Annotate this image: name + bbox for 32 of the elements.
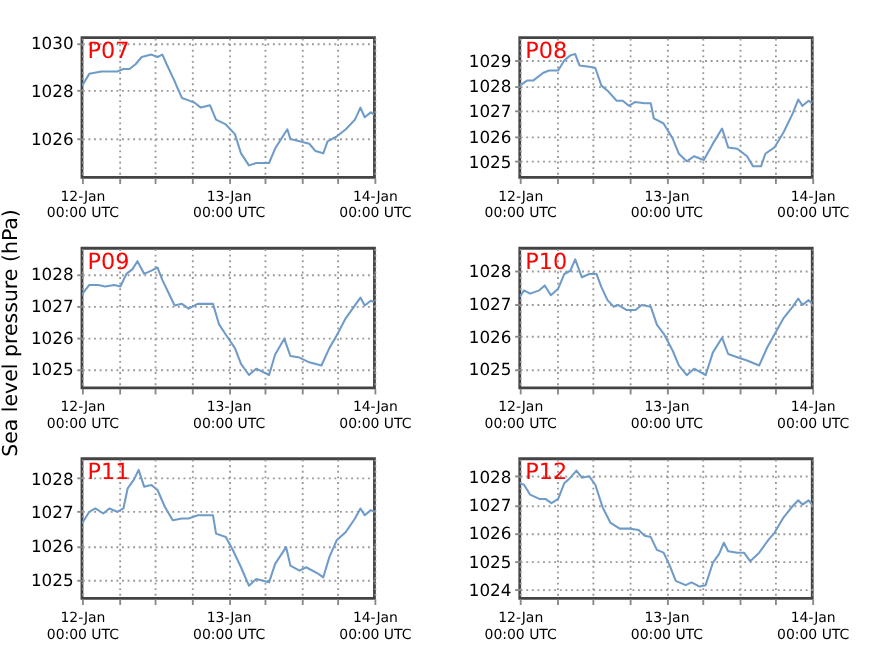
y-tick-label: 1029: [468, 50, 512, 71]
y-tick-label: 1028: [468, 261, 512, 282]
y-axis-title: Sea level pressure (hPa): [0, 209, 23, 457]
y-tick-label: 1027: [30, 502, 74, 523]
y-tick-label: 1025: [468, 359, 512, 380]
chart-title: P11: [87, 459, 130, 486]
y-tick-label: 1028: [30, 81, 74, 102]
chart-title: P09: [87, 248, 130, 275]
y-tick-label: 1025: [468, 151, 512, 172]
y-tick-label: 1025: [30, 359, 74, 380]
y-tick-label: 1027: [30, 295, 74, 316]
y-tick-label: 1028: [468, 76, 512, 97]
chart-title: P10: [525, 248, 568, 275]
chart-title: P08: [525, 38, 568, 65]
y-tick-label: 1030: [30, 33, 74, 54]
y-tick-label: 1027: [468, 101, 512, 122]
y-tick-label: 1025: [30, 569, 74, 590]
y-tick-label: 1026: [468, 326, 512, 347]
y-tick-label: 1028: [30, 264, 74, 285]
y-tick-label: 1026: [468, 126, 512, 147]
y-tick-label: 1027: [468, 293, 512, 314]
y-tick-label: 1028: [468, 466, 512, 487]
y-tick-label: 1026: [30, 535, 74, 556]
chart-title: P12: [525, 459, 568, 486]
y-tick-label: 1026: [30, 129, 74, 150]
y-tick-label: 1025: [468, 551, 512, 572]
y-tick-label: 1028: [30, 468, 74, 489]
y-tick-label: 1024: [468, 579, 512, 600]
y-tick-label: 1026: [30, 327, 74, 348]
chart-title: P07: [87, 38, 130, 65]
y-tick-label: 1026: [468, 523, 512, 544]
y-tick-label: 1027: [468, 495, 512, 516]
